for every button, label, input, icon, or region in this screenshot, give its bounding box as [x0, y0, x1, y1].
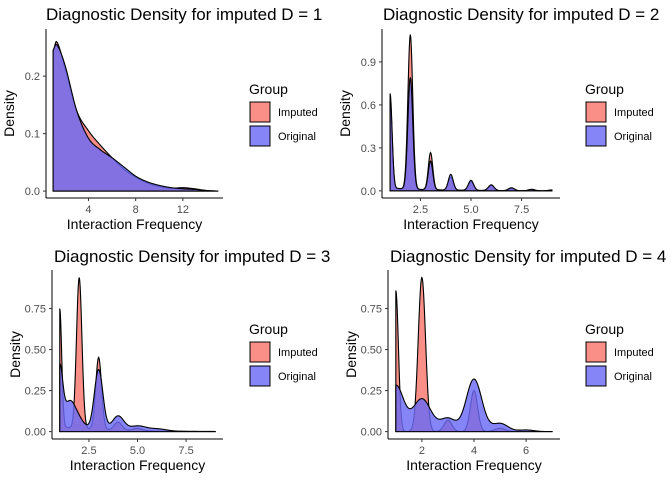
panel-1: Diagnostic Density for imputed D = 1 0.0 0…	[1, 5, 322, 232]
panel-3: Diagnostic Density for imputed D = 3 0.00…	[7, 247, 330, 473]
chart-title: Diagnostic Density for imputed D = 1	[46, 5, 322, 24]
legend-title: Group	[249, 81, 288, 97]
x-tick-label: 2	[419, 445, 425, 457]
legend-label-original: Original	[614, 371, 652, 383]
y-tick-label: 0.6	[361, 100, 376, 112]
y-tick-label: 0.50	[25, 345, 46, 357]
y-tick-label: 0.25	[25, 386, 46, 398]
y-tick-label: 0.00	[361, 427, 382, 439]
legend-label-imputed: Imputed	[278, 347, 318, 359]
legend-key-original	[585, 125, 607, 147]
legend-key-imputed	[585, 101, 607, 123]
legend-key-imputed	[585, 341, 607, 363]
legend: Group Imputed Original	[585, 321, 654, 387]
x-tick-label: 4	[85, 204, 91, 216]
legend-title: Group	[585, 81, 624, 97]
x-tick-label: 12	[177, 204, 189, 216]
legend-key-original	[249, 365, 271, 387]
chart-title: Diagnostic Density for imputed D = 2	[383, 5, 659, 24]
y-axis-title: Density	[343, 331, 359, 378]
x-tick-label: 7.5	[514, 204, 529, 216]
density-area-original	[395, 378, 553, 433]
legend-title: Group	[585, 321, 624, 337]
chart-title: Diagnostic Density for imputed D = 3	[54, 247, 330, 266]
y-tick-label: 0.50	[361, 345, 382, 357]
y-axis-title: Density	[1, 90, 17, 137]
legend-label-original: Original	[614, 131, 652, 143]
x-tick-label: 6	[523, 445, 529, 457]
legend-label-original: Original	[278, 371, 316, 383]
x-axis-title: Interaction Frequency	[406, 457, 541, 473]
legend-key-imputed	[249, 341, 271, 363]
legend-key-original	[585, 365, 607, 387]
panel-2: Diagnostic Density for imputed D = 2 0.0 0…	[337, 5, 659, 232]
legend-label-imputed: Imputed	[614, 347, 654, 359]
density-area-original	[59, 363, 216, 433]
density-area-original	[389, 77, 553, 192]
legend-label-original: Original	[278, 131, 316, 143]
legend-key-imputed	[249, 101, 271, 123]
x-tick-label: 2.5	[413, 204, 428, 216]
density-area-imputed	[59, 277, 216, 433]
y-tick-label: 0.75	[25, 304, 46, 316]
y-tick-label: 0.0	[361, 186, 376, 198]
y-tick-label: 0.3	[361, 143, 376, 155]
x-tick-label: 5.0	[130, 445, 145, 457]
panel-4: Diagnostic Density for imputed D = 4 0.00…	[343, 247, 666, 473]
x-tick-label: 4	[471, 445, 477, 457]
y-axis-title: Density	[337, 90, 353, 137]
y-tick-label: 0.1	[25, 129, 40, 141]
x-axis-title: Interaction Frequency	[403, 216, 538, 232]
y-axis-title: Density	[7, 331, 23, 378]
x-tick-label: 5.0	[463, 204, 478, 216]
y-tick-label: 0.00	[25, 427, 46, 439]
y-tick-label: 0.75	[361, 304, 382, 316]
density-area-original	[52, 43, 219, 192]
legend: Group Imputed Original	[585, 81, 654, 147]
x-tick-label: 8	[133, 204, 139, 216]
y-tick-label: 0.25	[361, 386, 382, 398]
legend: Group Imputed Original	[249, 321, 318, 387]
legend-label-imputed: Imputed	[614, 107, 654, 119]
y-tick-label: 0.2	[25, 71, 40, 83]
x-tick-label: 2.5	[81, 445, 96, 457]
x-axis-title: Interaction Frequency	[67, 216, 202, 232]
legend: Group Imputed Original	[249, 81, 318, 147]
x-tick-label: 7.5	[178, 445, 193, 457]
chart-title: Diagnostic Density for imputed D = 4	[390, 247, 666, 266]
y-tick-label: 0.9	[361, 57, 376, 69]
legend-label-imputed: Imputed	[278, 107, 318, 119]
legend-key-original	[249, 125, 271, 147]
legend-title: Group	[249, 321, 288, 337]
x-axis-title: Interaction Frequency	[70, 457, 205, 473]
y-tick-label: 0.0	[25, 186, 40, 198]
